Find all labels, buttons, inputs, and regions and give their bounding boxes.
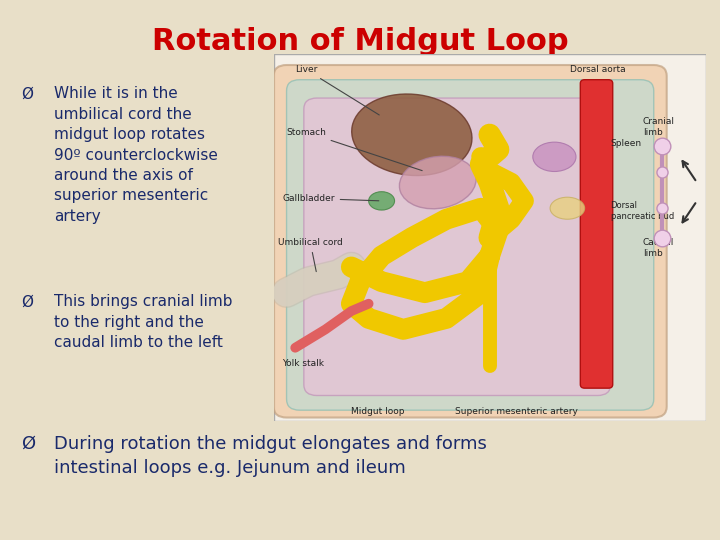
Text: Stomach: Stomach: [287, 128, 422, 171]
Text: Caudal
limb: Caudal limb: [643, 238, 675, 258]
Text: Umbilical cord: Umbilical cord: [278, 238, 343, 272]
Text: Liver: Liver: [295, 65, 379, 115]
Ellipse shape: [400, 156, 476, 209]
FancyBboxPatch shape: [304, 98, 611, 395]
Ellipse shape: [550, 197, 585, 219]
Text: While it is in the
umbilical cord the
midgut loop rotates
90º counterclockwise
a: While it is in the umbilical cord the mi…: [54, 86, 218, 224]
FancyBboxPatch shape: [287, 80, 654, 410]
Text: Dorsal
pancreatic bud: Dorsal pancreatic bud: [611, 201, 674, 221]
Text: Gallbladder: Gallbladder: [282, 194, 379, 203]
FancyBboxPatch shape: [274, 65, 667, 417]
Text: Superior mesenteric artery: Superior mesenteric artery: [455, 407, 578, 416]
Ellipse shape: [533, 142, 576, 172]
Text: Midgut loop: Midgut loop: [351, 407, 405, 416]
Text: Yolk stalk: Yolk stalk: [282, 359, 324, 368]
Text: Dorsal aorta: Dorsal aorta: [570, 65, 626, 75]
Text: Spleen: Spleen: [611, 139, 642, 148]
FancyBboxPatch shape: [274, 54, 706, 421]
Text: During rotation the midgut elongates and forms
intestinal loops e.g. Jejunum and: During rotation the midgut elongates and…: [54, 435, 487, 477]
FancyBboxPatch shape: [580, 80, 613, 388]
Ellipse shape: [351, 94, 472, 176]
Text: Rotation of Midgut Loop: Rotation of Midgut Loop: [152, 27, 568, 56]
Text: Cranial
limb: Cranial limb: [643, 117, 675, 137]
Text: Ø: Ø: [22, 86, 34, 102]
Text: Ø: Ø: [22, 294, 34, 309]
Text: Ø: Ø: [22, 435, 36, 453]
Text: This brings cranial limb
to the right and the
caudal limb to the left: This brings cranial limb to the right an…: [54, 294, 233, 350]
Ellipse shape: [369, 192, 395, 210]
